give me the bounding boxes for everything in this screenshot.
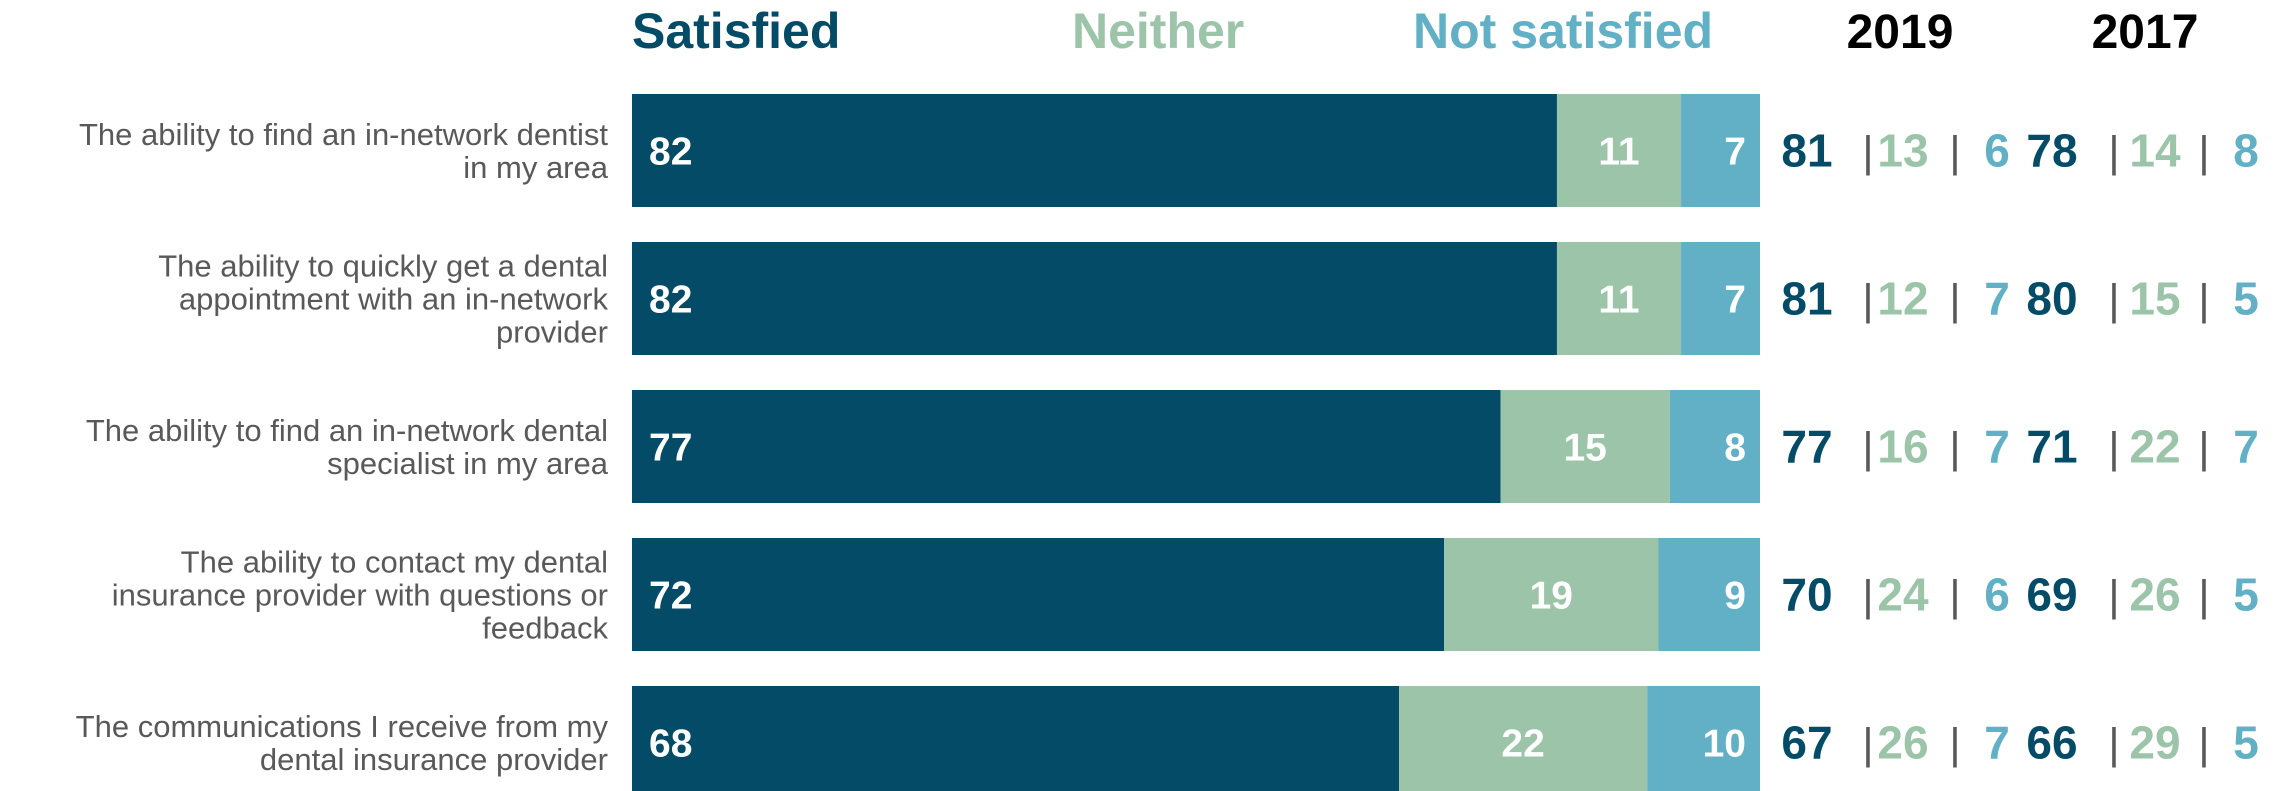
compare-separator: | bbox=[1862, 276, 1873, 325]
category-label: The ability to quickly get a dental bbox=[158, 249, 608, 284]
category-label: The ability to find an in-network dentis… bbox=[79, 117, 608, 152]
category-label: The ability to find an in-network dental bbox=[86, 413, 608, 448]
category-label: dental insurance provider bbox=[260, 742, 608, 777]
compare-2019-satisfied: 77 bbox=[1781, 421, 1832, 473]
compare-2017-not-satisfied: 5 bbox=[2233, 273, 2259, 325]
compare-2017-not-satisfied: 7 bbox=[2233, 421, 2259, 473]
bar-satisfied bbox=[632, 538, 1445, 651]
bar-satisfied bbox=[632, 390, 1501, 503]
category-label: insurance provider with questions or bbox=[112, 578, 608, 613]
data-label-not_satisfied: 7 bbox=[1724, 279, 1746, 322]
year-header-2019: 2019 bbox=[1847, 6, 1954, 59]
compare-2017-neither: 15 bbox=[2129, 273, 2180, 325]
compare-2017-satisfied: 78 bbox=[2026, 125, 2077, 177]
compare-2019-satisfied: 70 bbox=[1781, 569, 1832, 621]
compare-2019-not-satisfied: 6 bbox=[1984, 125, 2010, 177]
data-label-neither: 11 bbox=[1598, 131, 1639, 174]
compare-separator: | bbox=[1949, 720, 1960, 769]
bar-not_satisfied bbox=[1669, 390, 1760, 503]
data-label-satisfied: 68 bbox=[649, 723, 692, 766]
category-label: appointment with an in-network bbox=[179, 282, 609, 317]
bar-not_satisfied bbox=[1658, 538, 1760, 651]
bar-satisfied bbox=[632, 686, 1400, 791]
compare-separator: | bbox=[1949, 572, 1960, 621]
data-label-neither: 11 bbox=[1598, 279, 1639, 322]
bar-not_satisfied bbox=[1647, 686, 1760, 791]
compare-separator: | bbox=[2198, 424, 2209, 473]
compare-separator: | bbox=[1949, 128, 1960, 177]
compare-2017-satisfied: 69 bbox=[2026, 569, 2077, 621]
category-label: feedback bbox=[482, 611, 608, 646]
compare-2017-neither: 29 bbox=[2129, 717, 2180, 769]
data-label-satisfied: 72 bbox=[649, 575, 692, 618]
compare-2019-satisfied: 81 bbox=[1781, 273, 1832, 325]
compare-separator: | bbox=[2108, 572, 2119, 621]
legend-neither: Neither bbox=[1072, 3, 1244, 59]
compare-2017-not-satisfied: 5 bbox=[2233, 569, 2259, 621]
bar-satisfied bbox=[632, 94, 1557, 207]
compare-separator: | bbox=[1949, 276, 1960, 325]
compare-separator: | bbox=[2108, 276, 2119, 325]
compare-2019-neither: 24 bbox=[1877, 569, 1929, 621]
compare-2017-satisfied: 80 bbox=[2026, 273, 2077, 325]
compare-2019-satisfied: 67 bbox=[1781, 717, 1832, 769]
legend-satisfied: Satisfied bbox=[632, 3, 840, 59]
data-label-not_satisfied: 9 bbox=[1724, 575, 1746, 618]
compare-separator: | bbox=[2108, 128, 2119, 177]
compare-separator: | bbox=[2198, 276, 2209, 325]
data-label-satisfied: 82 bbox=[649, 279, 692, 322]
compare-2019-neither: 13 bbox=[1877, 125, 1928, 177]
category-label: The ability to contact my dental bbox=[181, 545, 608, 580]
compare-2017-neither: 26 bbox=[2129, 569, 2180, 621]
data-label-neither: 22 bbox=[1501, 723, 1544, 766]
data-label-neither: 15 bbox=[1563, 427, 1606, 470]
compare-separator: | bbox=[1862, 424, 1873, 473]
bar-neither bbox=[1444, 538, 1659, 651]
legend-not_satisfied: Not satisfied bbox=[1413, 3, 1713, 59]
category-label: specialist in my area bbox=[327, 446, 609, 481]
compare-separator: | bbox=[2108, 720, 2119, 769]
compare-2019-not-satisfied: 7 bbox=[1984, 273, 2010, 325]
compare-2019-not-satisfied: 6 bbox=[1984, 569, 2010, 621]
compare-2017-satisfied: 66 bbox=[2026, 717, 2077, 769]
data-label-not_satisfied: 8 bbox=[1724, 427, 1746, 470]
bar-neither bbox=[1399, 686, 1648, 791]
compare-separator: | bbox=[1862, 720, 1873, 769]
compare-2017-not-satisfied: 5 bbox=[2233, 717, 2259, 769]
category-label: The communications I receive from my bbox=[76, 709, 609, 744]
compare-separator: | bbox=[2198, 128, 2209, 177]
compare-separator: | bbox=[2198, 572, 2209, 621]
compare-2019-not-satisfied: 7 bbox=[1984, 421, 2010, 473]
category-label: provider bbox=[496, 315, 608, 350]
compare-2017-satisfied: 71 bbox=[2026, 421, 2077, 473]
compare-2017-neither: 14 bbox=[2129, 125, 2181, 177]
compare-2019-not-satisfied: 7 bbox=[1984, 717, 2010, 769]
compare-2019-neither: 26 bbox=[1877, 717, 1928, 769]
compare-2017-not-satisfied: 8 bbox=[2233, 125, 2259, 177]
data-label-satisfied: 82 bbox=[649, 131, 692, 174]
data-label-neither: 19 bbox=[1530, 575, 1573, 618]
compare-separator: | bbox=[1862, 128, 1873, 177]
compare-separator: | bbox=[2198, 720, 2209, 769]
bar-satisfied bbox=[632, 242, 1557, 355]
compare-2019-neither: 12 bbox=[1877, 273, 1928, 325]
bar-not_satisfied bbox=[1681, 242, 1760, 355]
category-label: in my area bbox=[463, 150, 608, 185]
compare-separator: | bbox=[1862, 572, 1873, 621]
data-label-not_satisfied: 10 bbox=[1703, 723, 1746, 766]
bar-not_satisfied bbox=[1681, 94, 1760, 207]
data-label-not_satisfied: 7 bbox=[1724, 131, 1746, 174]
compare-separator: | bbox=[2108, 424, 2119, 473]
compare-2019-neither: 16 bbox=[1877, 421, 1928, 473]
data-label-satisfied: 77 bbox=[649, 427, 692, 470]
bar-neither bbox=[1500, 390, 1670, 503]
compare-2019-satisfied: 81 bbox=[1781, 125, 1832, 177]
bar-neither bbox=[1556, 242, 1682, 355]
compare-separator: | bbox=[1949, 424, 1960, 473]
compare-2017-neither: 22 bbox=[2129, 421, 2180, 473]
year-header-2017: 2017 bbox=[2092, 6, 2199, 59]
bar-neither bbox=[1556, 94, 1682, 207]
